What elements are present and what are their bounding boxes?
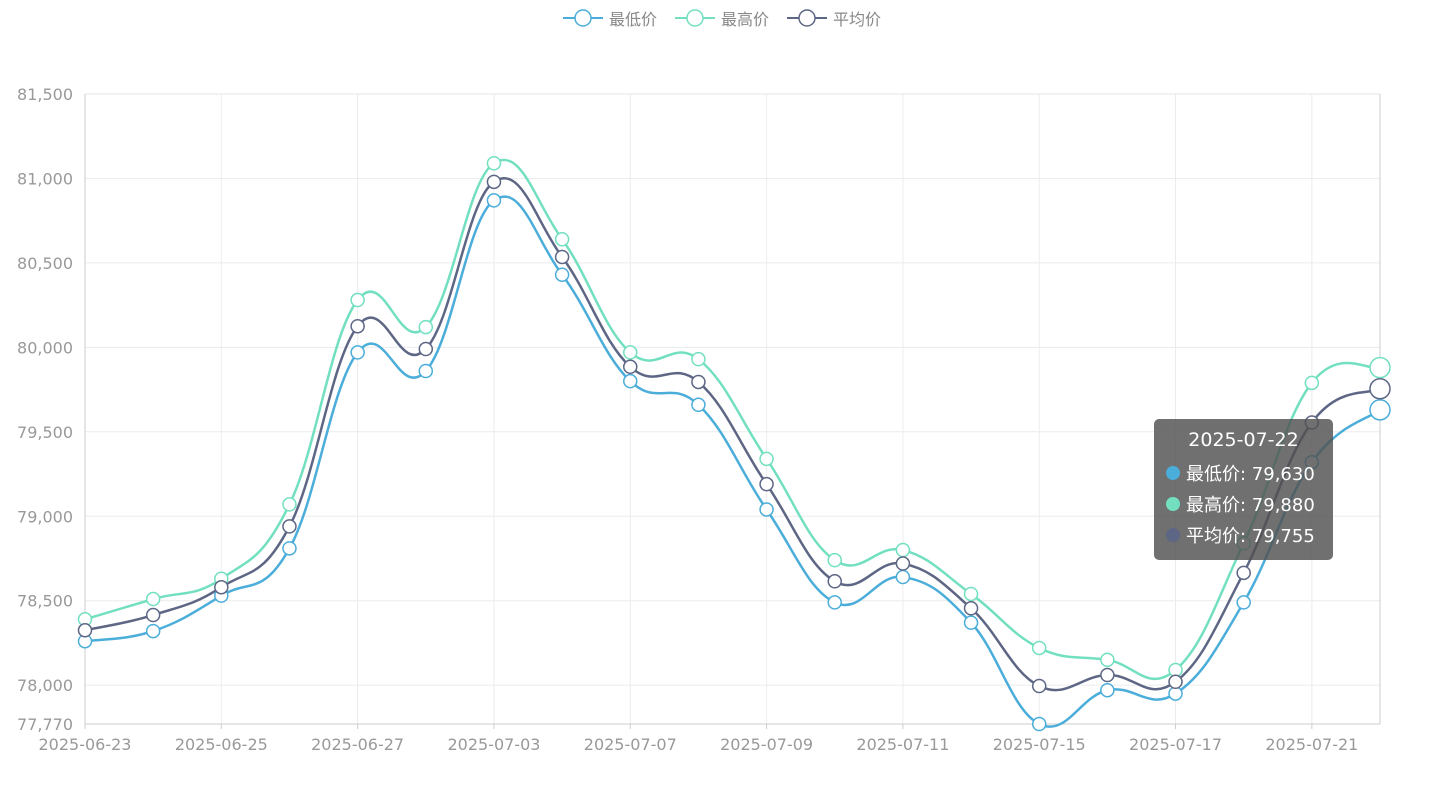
y-tick-label: 77,770 — [17, 715, 73, 734]
tooltip-row-low: 最低价: 79,630 — [1166, 457, 1321, 488]
data-point — [623, 359, 638, 375]
data-point — [282, 497, 297, 512]
data-point — [1168, 662, 1183, 678]
data-point — [214, 579, 229, 595]
data-point — [1100, 682, 1115, 698]
y-tick-label: 80,500 — [17, 254, 73, 273]
data-point — [350, 292, 365, 308]
x-tick-label: 2025-07-17 — [1129, 735, 1222, 754]
legend-item-avg[interactable]: 平均价 — [787, 6, 881, 30]
x-tick-label: 2025-07-15 — [993, 735, 1086, 754]
y-tick-label: 81,500 — [17, 85, 73, 104]
data-point — [691, 351, 706, 367]
data-point — [145, 591, 161, 607]
data-point — [1369, 356, 1391, 379]
data-point — [554, 267, 570, 282]
y-tick-label: 78,000 — [17, 676, 73, 695]
legend-swatch-low — [562, 9, 603, 27]
legend-item-low[interactable]: 最低价 — [562, 6, 657, 30]
x-tick-label: 2025-07-11 — [856, 735, 949, 754]
x-tick-label: 2025-07-21 — [1265, 735, 1358, 754]
x-tick-label: 2025-06-25 — [175, 735, 268, 754]
grid-lines — [85, 93, 1380, 724]
data-point — [1031, 678, 1047, 694]
legend-label-avg: 平均价 — [833, 10, 882, 29]
data-point — [1236, 595, 1251, 610]
data-point — [486, 174, 502, 190]
data-point — [827, 595, 842, 610]
data-point — [759, 451, 774, 467]
y-tick-label: 79,500 — [17, 423, 73, 442]
x-tick-label: 2025-06-23 — [39, 735, 132, 754]
data-point — [759, 502, 774, 517]
data-point — [282, 541, 297, 556]
axes: 81,500 81,000 80,500 80,000 79,500 79,000 78,5… — [17, 85, 1381, 754]
y-tick-label: 79,000 — [17, 507, 73, 526]
data-point — [1031, 640, 1047, 656]
tooltip: 2025-07-22 最低价: 79,630 最高价: 79,880 平均价: … — [1154, 419, 1333, 560]
data-point — [1100, 652, 1115, 668]
data-point — [418, 341, 434, 357]
tooltip-title: 2025-07-22 — [1188, 429, 1299, 451]
data-point — [895, 556, 911, 571]
tooltip-row-high: 最高价: 79,880 — [1166, 488, 1321, 519]
data-point — [623, 345, 638, 360]
data-point — [827, 574, 842, 589]
data-point — [145, 623, 161, 639]
legend: 最低价 最高价 平均价 — [0, 6, 1444, 30]
tooltip-dot-high — [1166, 496, 1180, 511]
data-point — [895, 569, 911, 585]
data-point — [554, 232, 570, 247]
data-point — [1236, 565, 1251, 581]
x-tick-label: 2025-07-03 — [447, 735, 540, 754]
legend-item-high[interactable]: 最高价 — [674, 6, 769, 30]
tooltip-dot-avg — [1166, 527, 1180, 542]
data-point — [827, 552, 842, 568]
data-point — [486, 193, 502, 208]
data-point — [350, 345, 365, 360]
data-point — [691, 397, 706, 413]
series-group — [77, 155, 1391, 732]
data-point — [1031, 716, 1047, 732]
data-point — [963, 601, 979, 616]
tooltip-row-avg: 平均价: 79,755 — [1166, 519, 1321, 550]
data-point — [963, 615, 979, 630]
tooltip-value-low: 最低价: 79,630 — [1186, 463, 1315, 485]
y-tick-label: 81,000 — [17, 169, 73, 188]
data-point — [1100, 667, 1115, 683]
legend-swatch-avg — [787, 9, 827, 27]
data-point — [77, 623, 93, 638]
data-point — [1168, 686, 1183, 701]
data-point — [895, 542, 911, 558]
x-tick-label: 2025-07-09 — [720, 735, 813, 754]
data-point — [486, 155, 502, 171]
data-point — [759, 476, 774, 492]
y-tick-label: 80,000 — [17, 338, 73, 357]
data-point — [350, 318, 365, 334]
data-point — [282, 519, 297, 534]
legend-label-low: 最低价 — [608, 10, 657, 29]
legend-swatch-high — [674, 9, 715, 27]
data-point — [1168, 674, 1183, 690]
data-point — [1304, 375, 1320, 391]
data-point — [145, 607, 161, 623]
legend-label-high: 最高价 — [720, 10, 769, 29]
x-tick-label: 2025-06-27 — [311, 735, 404, 754]
data-point — [418, 319, 434, 335]
data-point — [691, 374, 706, 390]
data-point — [1369, 377, 1391, 400]
tooltip-value-high: 最高价: 79,880 — [1186, 494, 1315, 516]
data-point — [554, 249, 570, 265]
data-point — [963, 586, 979, 602]
series-line-0 — [84, 195, 1381, 728]
x-tick-label: 2025-07-07 — [584, 735, 677, 754]
data-point — [623, 373, 638, 389]
data-point — [1369, 399, 1391, 421]
tooltip-dot-low — [1166, 465, 1180, 480]
y-tick-label: 78,500 — [17, 592, 73, 611]
data-point — [418, 363, 434, 379]
tooltip-value-avg: 平均价: 79,755 — [1186, 525, 1315, 547]
